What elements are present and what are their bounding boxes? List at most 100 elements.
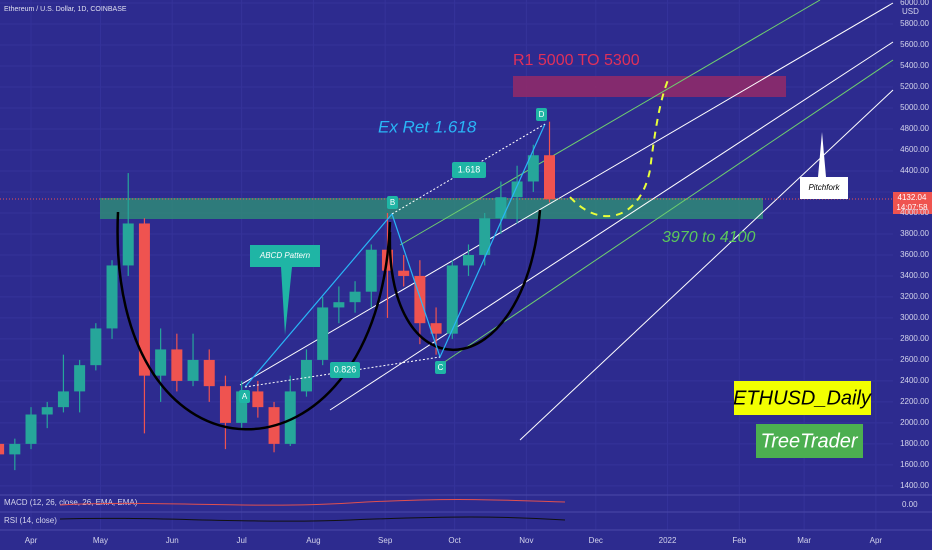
chart-title: Ethereum / U.S. Dollar, 1D, COINBASE [4,6,127,13]
pitchfork-line [399,0,821,246]
point-label: B [390,198,395,207]
point-label: D [539,110,545,119]
y-tick-label: 5400.00 [900,61,929,70]
pitchfork-line [239,2,894,386]
y-tick-label: 1800.00 [900,439,929,448]
x-tick-label: Jul [237,536,247,545]
cup-arc [388,209,542,351]
candle-body [90,328,102,366]
point-box [435,361,446,374]
y-tick-label: 2200.00 [900,397,929,406]
candle-body [171,349,183,381]
y-tick-label: 1600.00 [900,460,929,469]
point-box [239,390,250,403]
y-tick-label: 6000.00 [900,0,929,7]
y-tick-label: 1400.00 [900,481,929,490]
candle-body [0,443,5,455]
macd-line [59,498,566,506]
extension-label: Ex Ret 1.618 [378,117,477,136]
candle-body [284,391,296,444]
pitchfork-line [519,89,894,441]
candle-body [25,414,37,444]
pitchfork [239,0,894,441]
candle-body [219,386,231,423]
support-zone [100,198,763,219]
y-tick-label: 5000.00 [900,103,929,112]
point-label: C [438,363,444,372]
symbol-tag: ETHUSD_Daily [733,387,872,409]
y-tick-label: 3200.00 [900,292,929,301]
candle-body [462,254,474,266]
pitchfork-line [439,59,894,366]
candle-body [9,443,21,455]
y-tick-label: 3000.00 [900,313,929,322]
candle-body [365,249,377,292]
candle-body [527,155,539,182]
ratio-label: 1.618 [458,164,481,174]
candle-body [300,359,312,392]
candle-body [495,197,507,219]
candle-body [414,275,426,324]
x-tick-label: Dec [589,536,603,545]
candle-body [511,181,523,198]
candle-body [349,291,361,303]
point-box [536,108,547,121]
candle-body [122,223,134,266]
y-tick-label: 5200.00 [900,82,929,91]
x-tick-label: Jun [166,536,179,545]
x-tick-label: Nov [519,536,533,545]
candle-body [74,365,86,392]
tag-box [756,424,863,458]
point-label: A [242,392,248,401]
y-tick-label: 2800.00 [900,334,929,343]
x-tick-label: Feb [732,536,746,545]
macd-label: MACD (12, 26, close, 26, EMA, EMA) [4,498,138,507]
candle-body [57,391,69,408]
y-tick-label: 4400.00 [900,166,929,175]
candle-body [106,265,118,329]
x-tick-label: May [93,536,108,545]
y-tick-label: 4000.00 [900,208,929,217]
ratio-box [330,362,360,378]
support-label: 3970 to 4100 [662,229,756,246]
points: A B C D [239,108,547,403]
y-tick-label: 5800.00 [900,19,929,28]
ratio-box [452,162,486,178]
pitchfork-line [329,41,894,411]
candle-body [138,223,150,376]
candle-body [187,359,199,381]
candle-body [317,307,329,360]
x-tick-label: Apr [870,536,883,545]
x-tick-label: Aug [306,536,320,545]
y-tick-label: 3600.00 [900,250,929,259]
pattern-label: ABCD Pattern [259,251,311,260]
candle-body [203,359,215,387]
ratio-label: 0.826 [334,364,357,374]
x-tick-label: Apr [25,536,38,545]
author-tag: TreeTrader [760,430,858,452]
x-tick-label: 2022 [659,536,677,545]
y-tick-label: 3800.00 [900,229,929,238]
candle-body [333,302,345,308]
candle-body [430,323,442,334]
price-tag [893,192,932,214]
callout [250,245,320,335]
x-tick-label: Mar [797,536,811,545]
y-tick-label: 2600.00 [900,355,929,364]
x-tick-label: Oct [448,536,461,545]
tag-box [734,381,871,415]
y-tick-label: 4800.00 [900,124,929,133]
y-tick-label: 2000.00 [900,418,929,427]
candle-body [236,391,248,423]
x-tick-label: Sep [378,536,393,545]
candle-body [544,155,556,200]
price-tag-countdown: 14:07:58 [896,203,928,212]
projection [569,79,669,218]
candle-body [155,349,167,376]
candle-body [252,391,264,408]
pitchfork-label: Pitchfork [808,183,840,192]
abcd-line [244,123,546,388]
target-label: R1 5000 TO 5300 [513,52,640,69]
